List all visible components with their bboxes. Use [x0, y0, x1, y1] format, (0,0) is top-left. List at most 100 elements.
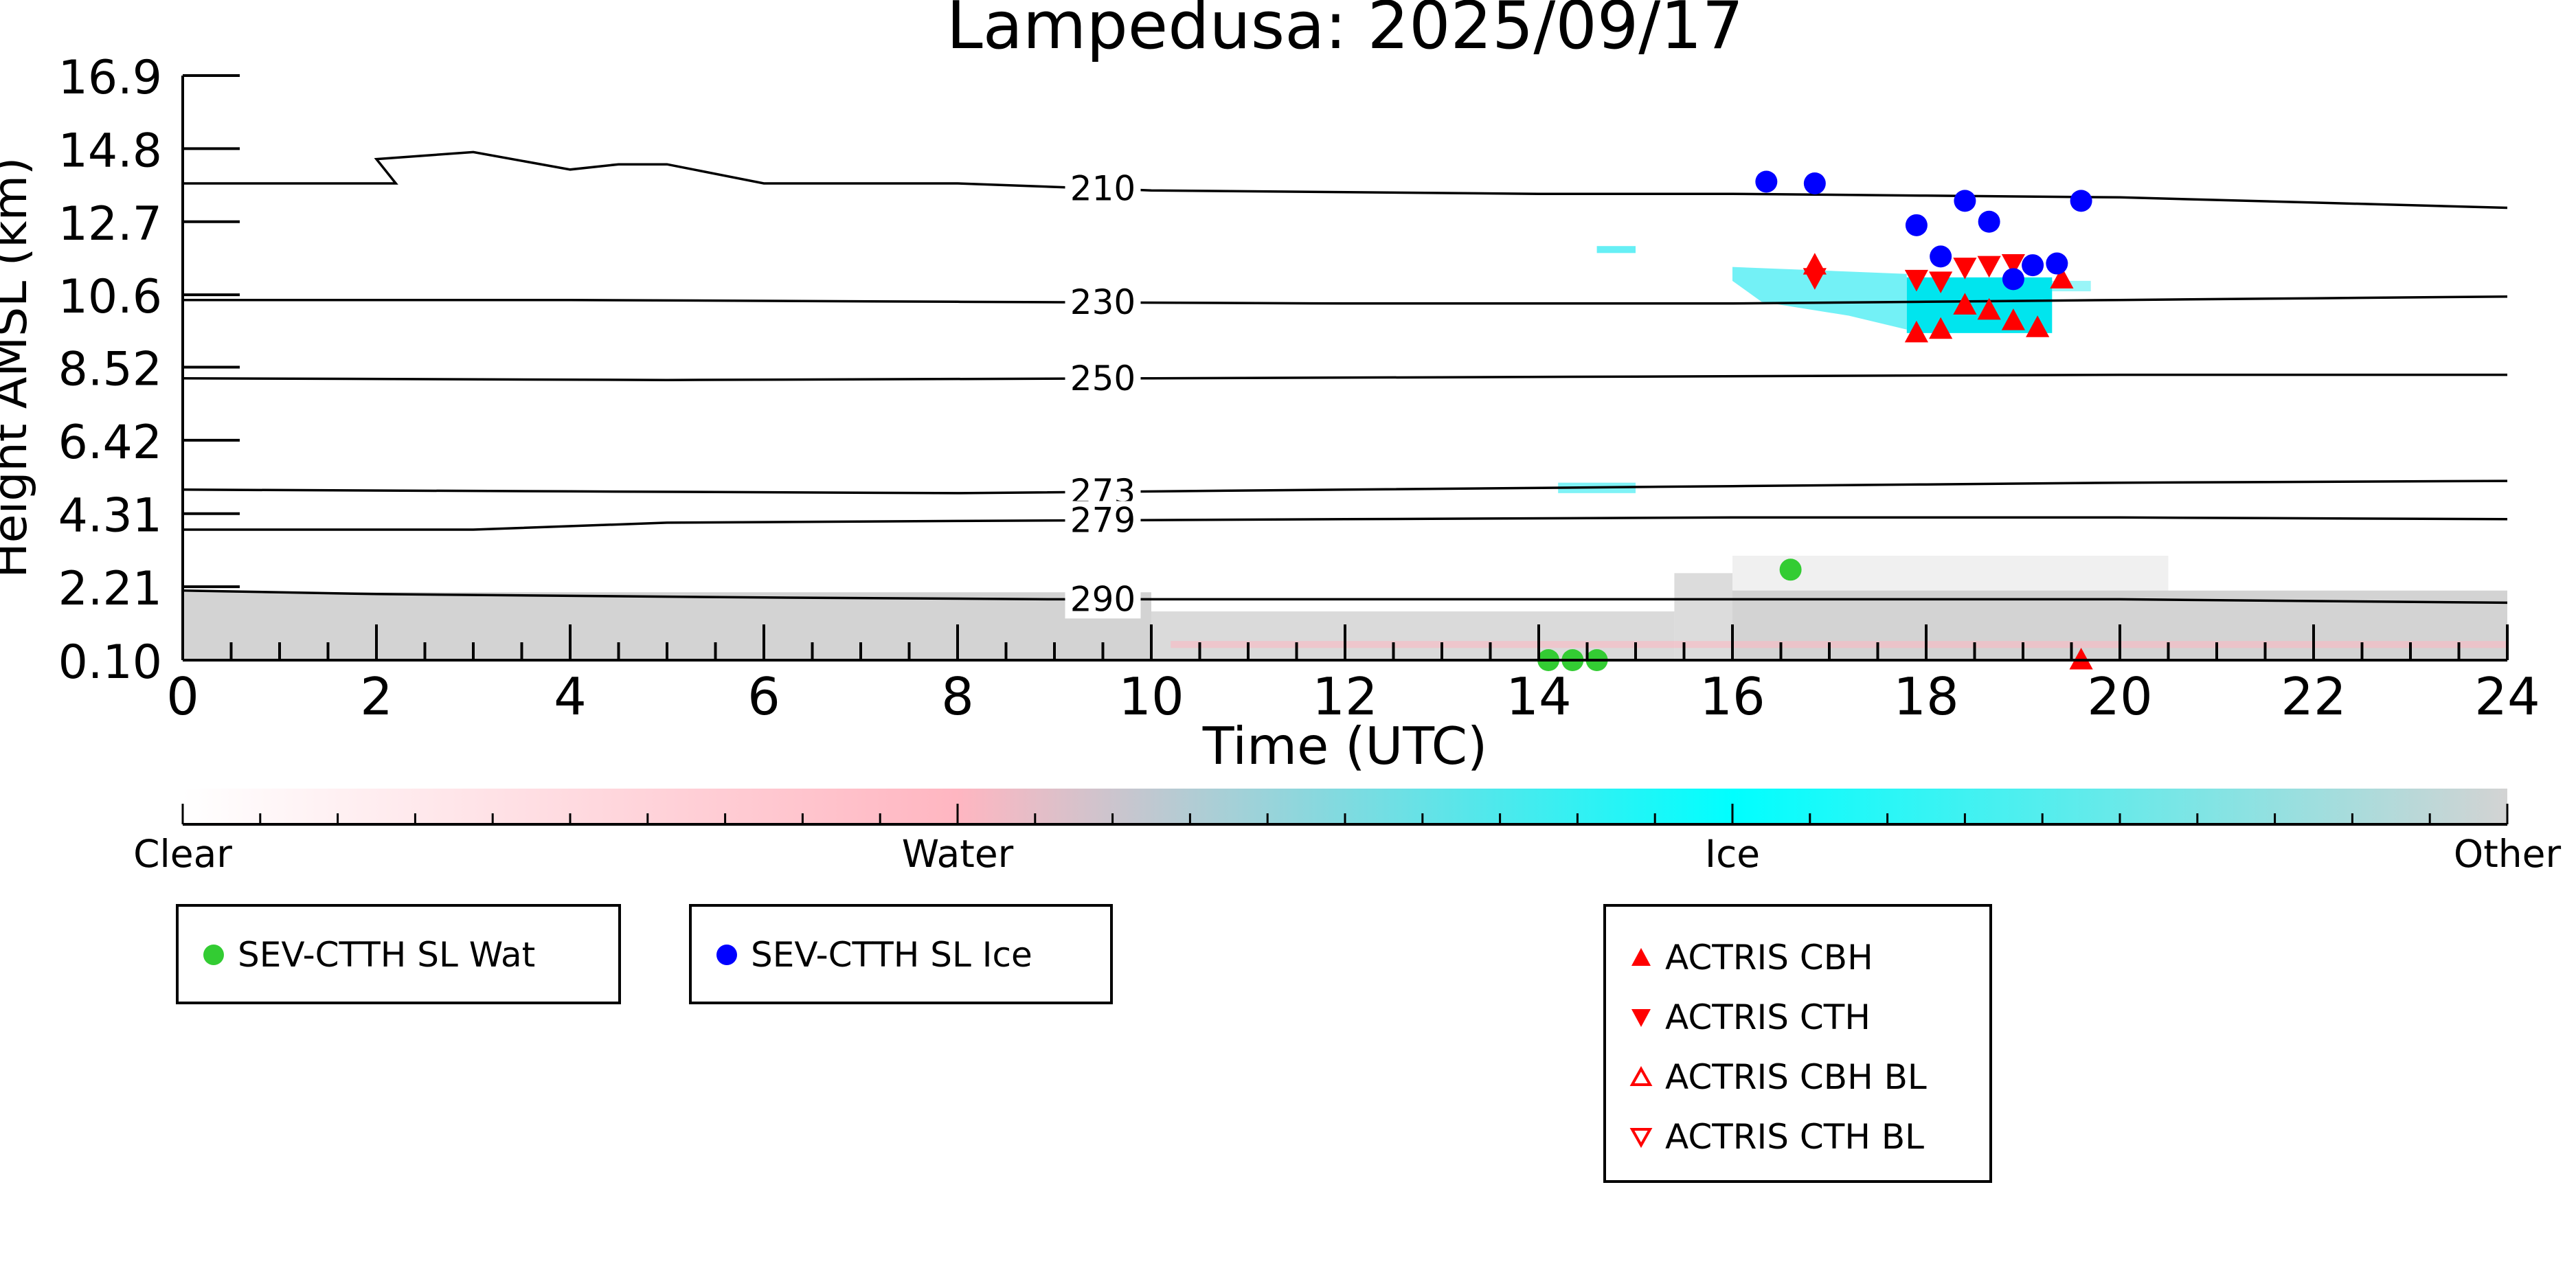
red-triangle-down-icon — [1617, 997, 1665, 1038]
sev-wat-point — [1779, 558, 1802, 581]
contour-label-279: 279 — [1070, 500, 1136, 540]
x-tick-label: 8 — [941, 666, 974, 727]
colorbar-label-ice: Ice — [1705, 832, 1760, 876]
sev-ice-point — [1930, 245, 1952, 268]
legend-sev-wat: SEV-CTTH SL Wat — [176, 904, 621, 1004]
legend-label-ice: SEV-CTTH SL Ice — [751, 935, 1032, 975]
y-tick-label: 8.52 — [58, 342, 162, 396]
ice-cloud-block — [1906, 277, 2053, 333]
x-axis-label: Time (UTC) — [1202, 716, 1488, 776]
x-tick-label: 10 — [1118, 666, 1184, 727]
legend-label-actris-cbh: ACTRIS CBH — [1665, 938, 1873, 978]
actris-cbh-point — [1929, 317, 1953, 339]
actris-cbh-point — [2001, 308, 2025, 330]
sev-ice-point — [2022, 254, 2044, 277]
contour-label-bg — [1065, 501, 1141, 540]
category-colorbar: Clear Water Ice Other — [133, 789, 2561, 876]
x-tick-label: 12 — [1312, 666, 1377, 727]
cloud-mask-background — [183, 246, 2507, 660]
legend-label-actris-cbh-bl: ACTRIS CBH BL — [1665, 1057, 1927, 1097]
contour-label-290: 290 — [1070, 579, 1136, 619]
y-tick-label: 4.31 — [58, 489, 162, 543]
sev-ice-point — [2046, 252, 2068, 275]
y-tick-label: 14.8 — [58, 124, 162, 178]
contour-label-bg — [1065, 359, 1141, 398]
actris-cbh-point — [1803, 253, 1827, 275]
contour-label-210: 210 — [1070, 169, 1136, 209]
ice-cloud-streak — [1596, 246, 1636, 253]
colorbar-ticks — [181, 804, 2509, 824]
contour-line-290 — [183, 589, 2507, 605]
legend-label-wat: SEV-CTTH SL Wat — [238, 935, 536, 975]
x-tick-label: 16 — [1699, 666, 1765, 727]
chart-title: Lampedusa: 2025/09/17 — [947, 0, 1743, 64]
water-band — [1171, 641, 2507, 648]
legend-label-actris-cth-bl: ACTRIS CTH BL — [1665, 1117, 1925, 1157]
legend-label-actris-cth: ACTRIS CTH — [1665, 997, 1871, 1037]
sev-ice-point — [2070, 190, 2092, 212]
y-axis-label: Height AMSL (km) — [0, 157, 38, 578]
red-triangle-up-outline-icon — [1617, 1057, 1665, 1098]
contour-label-250: 250 — [1070, 359, 1136, 398]
x-ticks: 0 2 4 6 8 10 12 14 16 18 20 22 24 — [166, 624, 2540, 727]
actris-cth-point — [1977, 256, 2001, 278]
y-tick-label: 2.21 — [58, 562, 162, 616]
actris-cbh-point — [1904, 320, 1928, 343]
contour-label-bg — [1065, 169, 1141, 208]
contour-line-230 — [183, 295, 2507, 305]
legend-actris: ACTRIS CBH ACTRIS CTH ACTRIS CBH BL ACTR… — [1603, 904, 1992, 1183]
green-dot-icon — [190, 934, 238, 975]
actris-cth-point — [2001, 254, 2025, 276]
y-tick-label: 6.42 — [58, 416, 162, 470]
temperature-contours — [183, 150, 2507, 605]
y-tick-label: 0.10 — [58, 635, 162, 690]
ice-cloud-streak — [1732, 267, 1907, 330]
red-triangle-up-icon — [1617, 937, 1665, 978]
contour-label-230: 230 — [1070, 282, 1136, 322]
sev-ice-point — [1755, 170, 1778, 193]
sev-ice-point — [2002, 268, 2024, 291]
actris-cth-point — [1953, 258, 1977, 280]
x-tick-label: 20 — [2087, 666, 2152, 727]
x-tick-label: 6 — [747, 666, 780, 727]
actris-cbh-point — [2050, 267, 2074, 289]
x-tick-label: 4 — [554, 666, 587, 727]
actris-cbh-point — [2069, 648, 2093, 670]
x-tick-label: 14 — [1506, 666, 1571, 727]
contour-line-210 — [183, 150, 2507, 210]
y-tick-label: 12.7 — [58, 197, 162, 251]
plot-area — [183, 150, 2507, 660]
contour-label-bg — [1065, 580, 1141, 619]
sev-ice-point — [1978, 210, 2000, 233]
contour-label-bg — [1065, 283, 1141, 322]
actris-cth-point — [1904, 269, 1928, 292]
colorbar-label-clear: Clear — [133, 832, 232, 876]
y-tick-label: 10.6 — [58, 270, 162, 324]
y-ticks: 0.10 2.21 4.31 6.42 8.52 10.6 12.7 14.8 16.9 — [58, 51, 240, 690]
sev-ice-point — [1905, 214, 1928, 236]
x-tick-label: 0 — [166, 666, 199, 727]
x-tick-label: 22 — [2281, 666, 2346, 727]
sev-ice-point — [1803, 172, 1826, 195]
actris-cbh-point — [1953, 293, 1977, 315]
legend-sev-ice: SEV-CTTH SL Ice — [689, 904, 1113, 1004]
colorbar-labels: Clear Water Ice Other — [133, 832, 2561, 876]
actris-cth-point — [1929, 271, 1953, 293]
contour-line-273 — [183, 479, 2507, 495]
contour-line-279 — [183, 516, 2507, 531]
red-triangle-down-outline-icon — [1617, 1116, 1665, 1157]
x-tick-label: 24 — [2474, 666, 2540, 727]
other-band — [1732, 556, 2169, 591]
x-tick-label: 2 — [360, 666, 393, 727]
sev-ice-point — [1954, 190, 1976, 212]
colorbar-label-other: Other — [2454, 832, 2562, 876]
colorbar-label-water: Water — [902, 832, 1014, 876]
contour-line-250 — [183, 373, 2507, 381]
y-tick-label: 16.9 — [58, 51, 162, 105]
x-tick-label: 18 — [1893, 666, 1958, 727]
actris-cbh-point — [1977, 297, 2001, 320]
actris-cbh-point — [2026, 315, 2050, 337]
blue-dot-icon — [703, 934, 751, 975]
